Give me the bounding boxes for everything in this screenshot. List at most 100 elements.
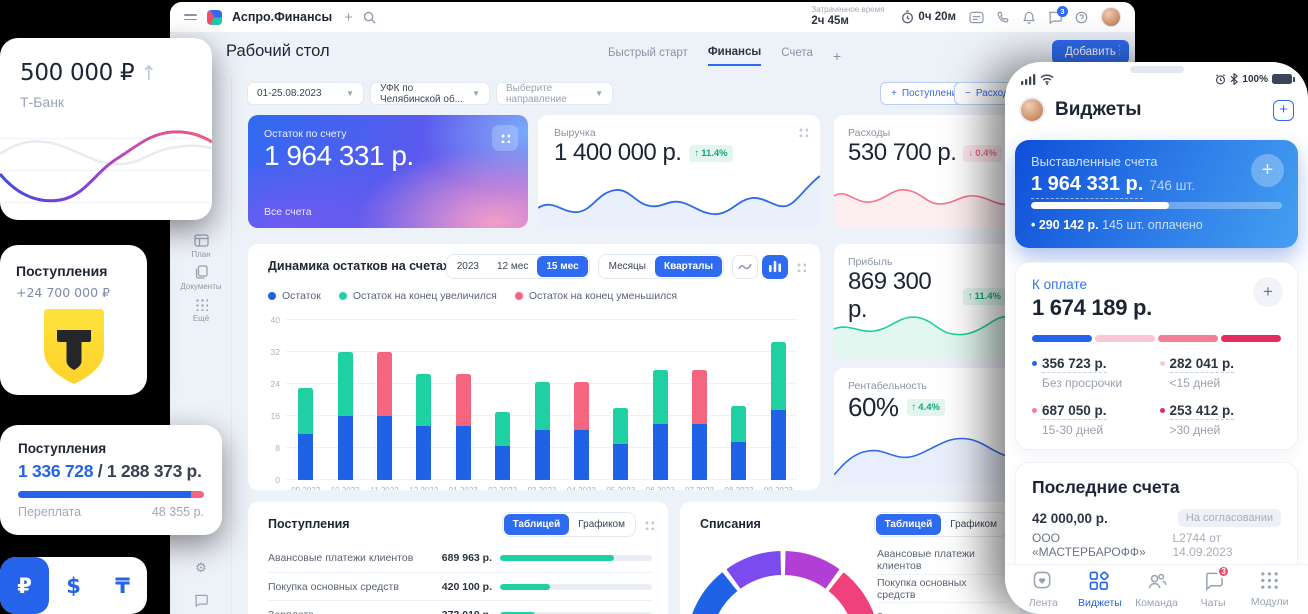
bar-10.2022[interactable] bbox=[337, 320, 353, 480]
kebab-menu-icon[interactable]: ⋮ bbox=[1113, 42, 1126, 57]
support-chat-icon[interactable] bbox=[170, 592, 232, 608]
chart-x-label: 07.2023 bbox=[680, 486, 719, 490]
nav-item-Команда[interactable]: Команда bbox=[1128, 571, 1185, 609]
payable-item: 356 723 р. Без просрочки bbox=[1032, 355, 1160, 390]
income-row[interactable]: Покупка основных средств 420 100 р. bbox=[268, 572, 652, 600]
color-dot-icon bbox=[1032, 361, 1037, 366]
wifi-icon bbox=[1040, 73, 1054, 85]
currency-option-2[interactable]: ₸ bbox=[115, 573, 130, 598]
issued-invoices-widget[interactable]: Выставленные счета 1 964 331 р. 746 шт. +… bbox=[1015, 140, 1298, 248]
help-icon[interactable] bbox=[1075, 11, 1088, 24]
writeoffs-toggle-Графиком[interactable]: Графиком bbox=[950, 519, 997, 530]
widget-add-button[interactable]: + bbox=[1273, 99, 1294, 121]
bar-11.2022[interactable] bbox=[376, 320, 392, 480]
bar-07.2023[interactable] bbox=[692, 320, 708, 480]
drag-handle-icon[interactable] bbox=[644, 519, 654, 530]
bar-base-segment bbox=[534, 430, 550, 480]
bar-05.2023[interactable] bbox=[613, 320, 629, 480]
currency-option-0[interactable]: ₽ bbox=[0, 557, 49, 614]
donut-segment bbox=[828, 572, 874, 614]
bar-04.2023[interactable] bbox=[573, 320, 589, 480]
signal-icon bbox=[1021, 73, 1036, 85]
group-button-Кварталы[interactable]: Кварталы bbox=[654, 256, 722, 277]
search-icon[interactable] bbox=[363, 11, 376, 24]
bar-09.2022[interactable] bbox=[298, 320, 314, 480]
recent-invoice-row[interactable]: 42 000,00 р. На согласовании ООО «МАСТЕРБА… bbox=[1032, 509, 1281, 559]
payable-item-amount[interactable]: 356 723 р. bbox=[1042, 356, 1107, 373]
bar-03.2023[interactable] bbox=[534, 320, 550, 480]
plus-icon[interactable]: + bbox=[1253, 277, 1283, 307]
chevron-down-icon: ▼ bbox=[595, 89, 603, 98]
bank-sparkline bbox=[0, 130, 212, 203]
bell-icon[interactable] bbox=[1023, 11, 1035, 24]
range-button-15 мес[interactable]: 15 мес bbox=[537, 256, 588, 277]
hamburger-menu-icon[interactable] bbox=[184, 13, 197, 21]
payable-item-amount[interactable]: 282 041 р. bbox=[1169, 356, 1235, 373]
phone-avatar[interactable] bbox=[1019, 97, 1045, 123]
writeoff-row[interactable]: Зарплата bbox=[877, 602, 1006, 614]
writeoff-row[interactable]: Авансовые платежи клиентов bbox=[877, 548, 975, 572]
sidebar-item-Документы[interactable]: Документы bbox=[170, 264, 232, 291]
nav-item-Виджеты[interactable]: Виджеты bbox=[1072, 570, 1129, 609]
payable-item-amount[interactable]: 253 412 р. bbox=[1169, 403, 1235, 420]
add-button[interactable]: Добавить bbox=[1052, 40, 1129, 64]
tab-add-icon[interactable]: + bbox=[832, 48, 842, 64]
drag-handle-icon[interactable] bbox=[492, 125, 518, 151]
income-row-label: Покупка основных средств bbox=[268, 580, 399, 593]
bar-top-segment bbox=[534, 382, 550, 430]
alarm-icon bbox=[1216, 73, 1226, 84]
drag-handle-icon[interactable] bbox=[798, 127, 808, 137]
chart-y-tick: 0 bbox=[275, 475, 280, 485]
writeoff-row[interactable]: Покупка основных средств bbox=[877, 574, 1006, 602]
bar-06.2023[interactable] bbox=[652, 320, 668, 480]
tab-Счета[interactable]: Счета bbox=[781, 47, 813, 59]
recent-invoices-widget[interactable]: Последние счета 42 000,00 р. На согласова… bbox=[1015, 462, 1298, 588]
range-button-2023[interactable]: 2023 bbox=[456, 261, 479, 272]
bar-02.2023[interactable] bbox=[495, 320, 511, 480]
sidebar-item-Ещё[interactable]: Ещё bbox=[170, 296, 232, 323]
currency-option-1[interactable]: $ bbox=[66, 573, 81, 598]
bar-12.2022[interactable] bbox=[416, 320, 432, 480]
user-avatar[interactable] bbox=[1101, 7, 1121, 27]
direction-dropdown[interactable]: Выберите направление ▼ bbox=[496, 82, 613, 105]
chart-x-label: 10.2022 bbox=[325, 486, 364, 490]
nav-item-Лента[interactable]: Лента bbox=[1015, 571, 1072, 609]
topbar-add-icon[interactable]: + bbox=[344, 8, 353, 26]
account-dropdown[interactable]: УФК по Челябинской об... ▼ bbox=[370, 82, 490, 105]
line-chart-type-button[interactable] bbox=[732, 254, 758, 279]
bar-08.2023[interactable] bbox=[731, 320, 747, 480]
balance-dynamics-card: Динамика остатков на счетах 2023 12 мес 15… bbox=[248, 244, 820, 490]
writeoffs-toggle-Таблицей[interactable]: Таблицей bbox=[875, 514, 942, 535]
payable-title: К оплате bbox=[1032, 277, 1088, 292]
incomes-toggle-Графиком[interactable]: Графиком bbox=[578, 519, 625, 530]
tab-Быстрый старт[interactable]: Быстрый старт bbox=[608, 47, 688, 59]
payable-item-amount[interactable]: 687 050 р. bbox=[1042, 403, 1107, 420]
tab-Финансы[interactable]: Финансы bbox=[707, 46, 762, 66]
income-row[interactable]: Зарплата372 010 р. bbox=[268, 600, 652, 614]
bar-09.2023[interactable] bbox=[770, 320, 786, 480]
nav-item-Чаты[interactable]: 3 Чаты bbox=[1185, 564, 1242, 609]
chat-icon[interactable]: 3 bbox=[1048, 5, 1068, 24]
sidebar-item-План[interactable]: План bbox=[170, 232, 232, 259]
balance-card[interactable]: Остаток по счету 1 964 331 р. Все счета bbox=[248, 115, 528, 228]
plus-icon[interactable]: + bbox=[1251, 154, 1284, 187]
group-button-Месяцы[interactable]: Месяцы bbox=[608, 261, 646, 272]
phone-icon[interactable] bbox=[997, 11, 1010, 24]
bar-top-segment bbox=[337, 352, 353, 416]
payable-widget[interactable]: К оплате 1 674 189 р. + 356 723 р. Без пр… bbox=[1015, 262, 1298, 450]
settings-gear-icon[interactable]: ⚙ bbox=[195, 560, 207, 575]
date-range-dropdown[interactable]: 01-25.08.2023 ▼ bbox=[247, 82, 364, 105]
range-button-12 мес[interactable]: 12 мес bbox=[497, 261, 529, 272]
income-row[interactable]: Авансовые платежи клиентов 689 963 р. bbox=[268, 544, 652, 572]
income-row-label: Авансовые платежи клиентов bbox=[268, 552, 414, 564]
nav-item-Модули[interactable]: Модули bbox=[1241, 571, 1298, 608]
bar-chart-type-button[interactable] bbox=[762, 254, 788, 279]
notes-icon[interactable] bbox=[969, 11, 984, 24]
incomes-toggle-Таблицей[interactable]: Таблицей bbox=[503, 514, 570, 535]
drag-handle-icon[interactable] bbox=[796, 261, 806, 272]
timer-widget[interactable]: 0ч 20м bbox=[901, 10, 956, 24]
bar-top-segment bbox=[573, 382, 589, 430]
chevron-down-icon: ▼ bbox=[346, 89, 354, 98]
bar-01.2023[interactable] bbox=[455, 320, 471, 480]
income-row-progress-fill bbox=[500, 583, 551, 590]
